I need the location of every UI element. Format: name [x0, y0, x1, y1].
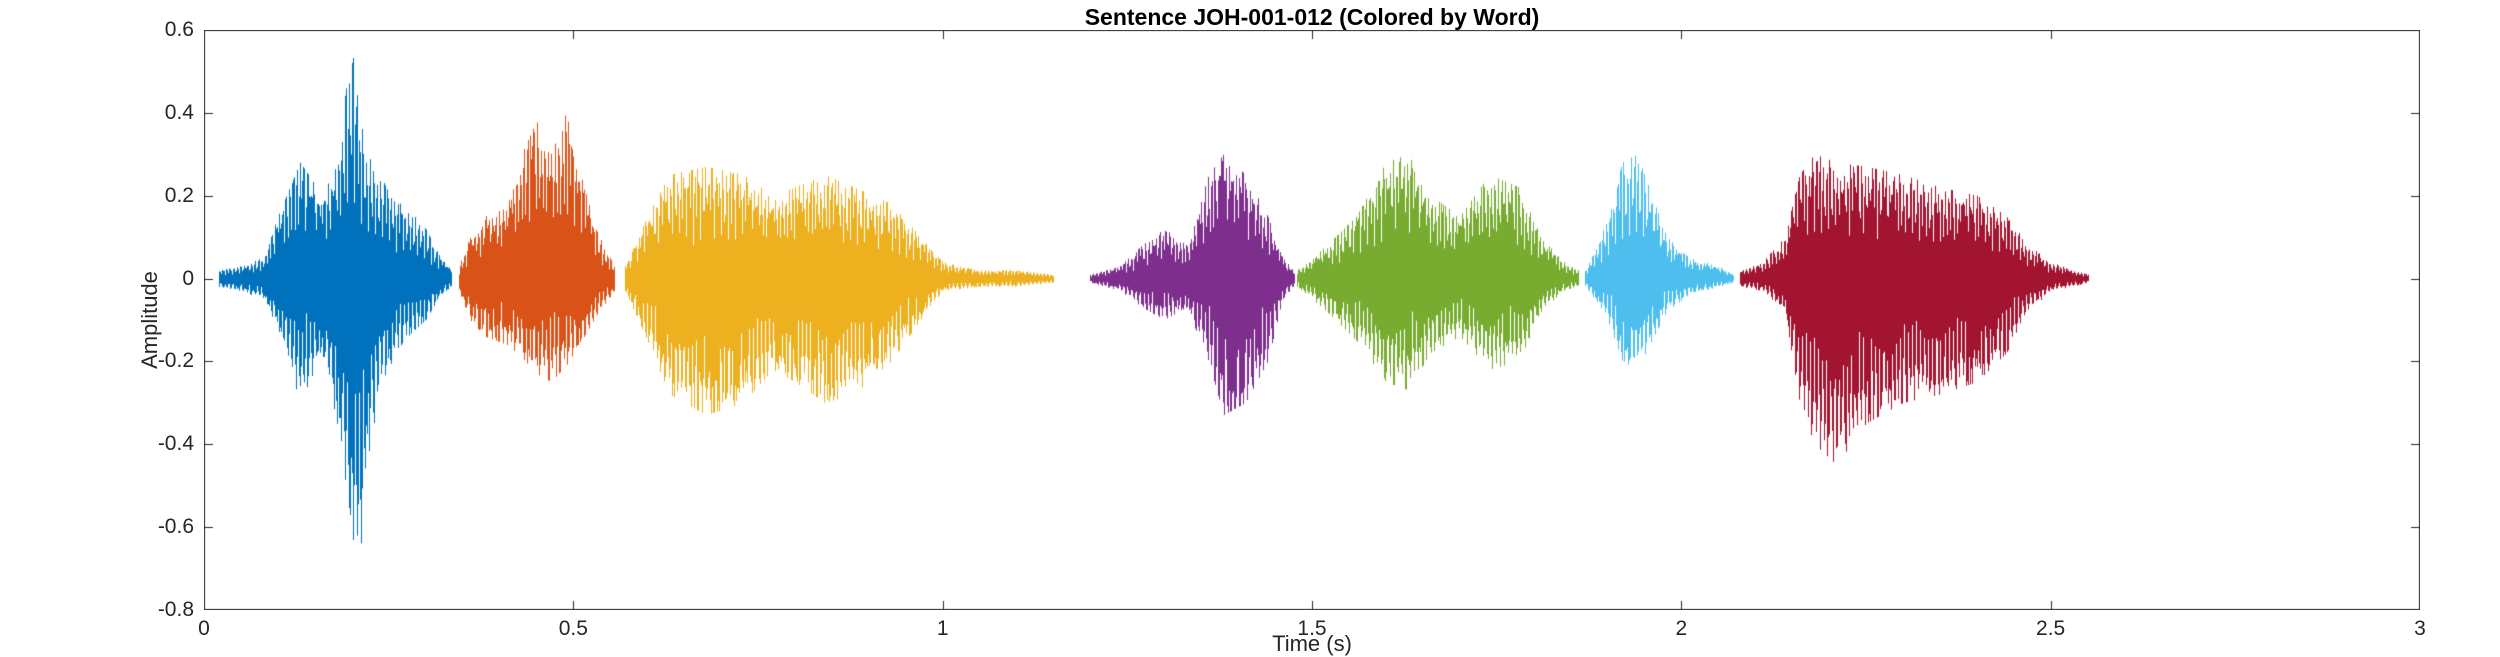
x-tick-label: 1: [936, 617, 949, 640]
y-tick-label: 0.2: [164, 183, 194, 207]
waveform-plot-canvas: [204, 30, 2420, 610]
x-tick-label: 3: [2414, 617, 2426, 640]
x-tick-label: 2.5: [2036, 617, 2066, 640]
x-axis-label: Time (s): [1272, 631, 1352, 656]
x-tick-label: 0: [198, 617, 210, 640]
y-tick-label: -0.2: [157, 349, 194, 373]
x-tick-label: 2: [1675, 617, 1688, 640]
y-tick-label: 0.4: [164, 100, 194, 124]
y-tick-label: 0.6: [164, 18, 194, 41]
y-axis-label: Amplitude: [137, 271, 162, 369]
chart-title: Sentence JOH-001-012 (Colored by Word): [1084, 4, 1540, 30]
y-tick-label: -0.4: [157, 432, 194, 456]
x-tick-label: 0.5: [558, 617, 588, 640]
x-tick-label: 1.5: [1297, 617, 1327, 640]
y-tick-label: -0.8: [157, 598, 194, 621]
y-tick-label: 0: [182, 266, 194, 290]
y-tick-label: -0.6: [157, 515, 194, 539]
